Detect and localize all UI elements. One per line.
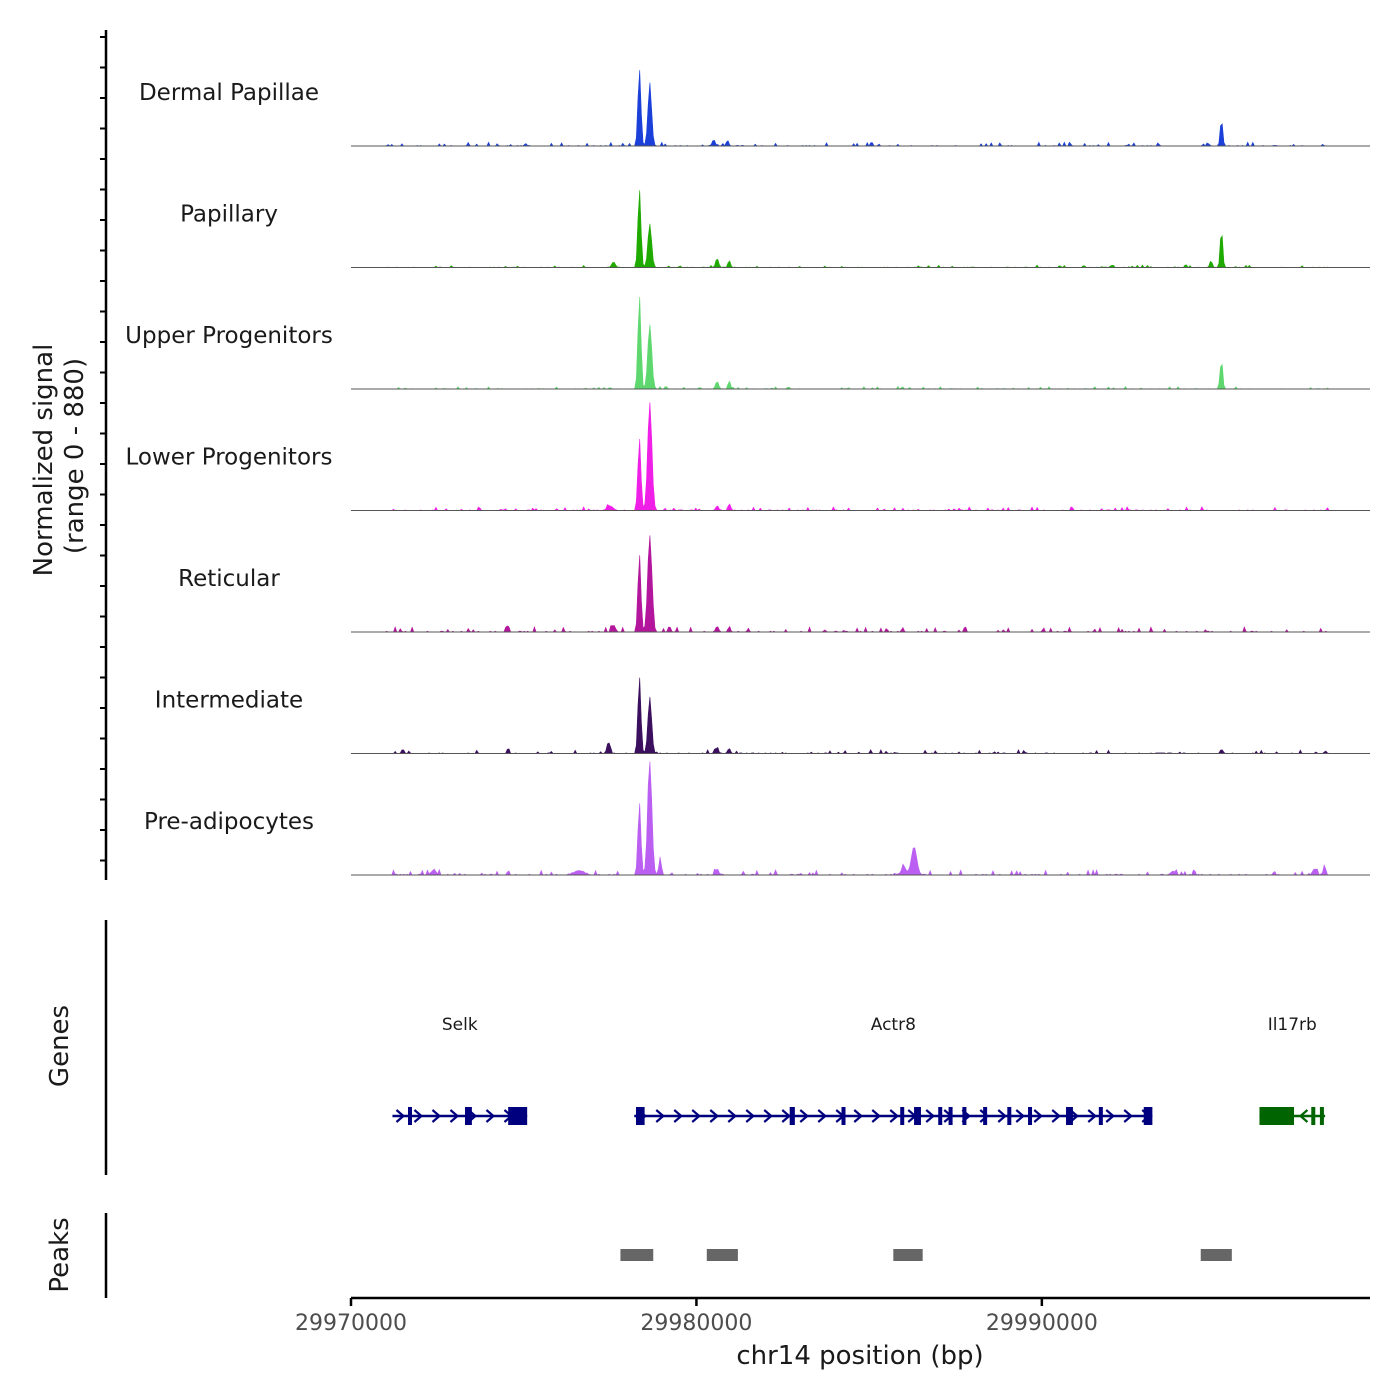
gene-exon bbox=[508, 1107, 528, 1125]
gene: Selk bbox=[392, 1015, 528, 1125]
strand-arrow bbox=[1015, 1109, 1025, 1123]
coverage-track: Dermal Papillae bbox=[139, 70, 1370, 147]
x-tick-label: 29970000 bbox=[295, 1311, 407, 1336]
gene-exon bbox=[1311, 1107, 1316, 1125]
gene-label: Il17rb bbox=[1268, 1015, 1317, 1035]
track-label: Intermediate bbox=[155, 688, 303, 714]
gene-exon bbox=[1098, 1107, 1103, 1125]
coverage-y-axis bbox=[100, 30, 108, 880]
y-axis-label-line1: Normalized signal bbox=[29, 344, 59, 577]
strand-arrow bbox=[781, 1109, 791, 1123]
coverage-area bbox=[351, 535, 1370, 633]
gene-exon bbox=[1143, 1107, 1153, 1125]
track-label: Pre-adipocytes bbox=[144, 809, 314, 835]
strand-arrow bbox=[979, 1109, 989, 1123]
coverage-track: Reticular bbox=[178, 535, 1370, 633]
coverage-area bbox=[351, 677, 1370, 754]
peak-region bbox=[1200, 1249, 1232, 1261]
gene-exon bbox=[635, 1107, 645, 1125]
peak-region bbox=[620, 1249, 654, 1261]
strand-arrow bbox=[853, 1109, 863, 1123]
coverage-tracks: Dermal Papillae Papillary Upper Progenitor… bbox=[125, 70, 1370, 876]
coverage-area bbox=[351, 761, 1370, 876]
peak-regions bbox=[620, 1249, 1232, 1261]
coverage-track: Lower Progenitors bbox=[126, 402, 1370, 511]
coverage-area bbox=[351, 190, 1370, 268]
gene-exon bbox=[789, 1107, 795, 1125]
coverage-track: Papillary bbox=[180, 190, 1370, 268]
strand-arrow bbox=[1298, 1109, 1309, 1123]
strand-arrow bbox=[799, 1109, 809, 1123]
strand-arrow bbox=[745, 1109, 755, 1123]
gene-exon bbox=[983, 1107, 988, 1125]
gene-exon bbox=[962, 1107, 967, 1125]
strand-arrow bbox=[673, 1109, 683, 1123]
gene-label: Actr8 bbox=[871, 1015, 916, 1035]
y-axis-label-line2: (range 0 - 880) bbox=[60, 358, 90, 554]
gene-exon bbox=[1259, 1107, 1295, 1125]
strand-arrow bbox=[727, 1109, 737, 1123]
strand-arrow bbox=[709, 1109, 719, 1123]
coverage-track: Intermediate bbox=[155, 677, 1370, 754]
strand-arrow bbox=[1123, 1109, 1133, 1123]
strand-arrow bbox=[871, 1109, 881, 1123]
gene: Actr8 bbox=[634, 1015, 1153, 1125]
coverage-area bbox=[351, 296, 1370, 390]
gene: Il17rb bbox=[1259, 1015, 1326, 1125]
strand-arrow bbox=[691, 1109, 701, 1123]
x-tick-label: 29990000 bbox=[986, 1311, 1098, 1336]
gene-exon bbox=[407, 1107, 412, 1125]
peaks-axis-label: Peaks bbox=[45, 1217, 75, 1292]
gene-exon bbox=[1066, 1107, 1073, 1125]
genes-axis-label: Genes bbox=[45, 1005, 75, 1087]
coverage-track: Pre-adipocytes bbox=[144, 761, 1370, 876]
x-tick-label: 29980000 bbox=[640, 1311, 752, 1336]
strand-arrow bbox=[997, 1109, 1007, 1123]
strand-arrow bbox=[485, 1109, 496, 1123]
strand-arrow bbox=[1051, 1109, 1061, 1123]
strand-arrow bbox=[1105, 1109, 1115, 1123]
strand-arrow bbox=[413, 1109, 424, 1123]
strand-arrow bbox=[817, 1109, 827, 1123]
gene-exon bbox=[948, 1107, 953, 1125]
gene-exon bbox=[464, 1107, 472, 1125]
gene-exon bbox=[914, 1107, 921, 1125]
peak-region bbox=[893, 1249, 923, 1261]
strand-arrow bbox=[1033, 1109, 1043, 1123]
gene-label: Selk bbox=[442, 1015, 478, 1035]
strand-arrow bbox=[889, 1109, 899, 1123]
track-label: Reticular bbox=[178, 566, 280, 592]
coverage-area bbox=[351, 70, 1370, 147]
strand-arrow bbox=[655, 1109, 665, 1123]
coverage-track: Upper Progenitors bbox=[125, 296, 1370, 390]
track-label: Papillary bbox=[180, 202, 278, 228]
x-axis-ticks: 29970000 29980000 29990000 bbox=[295, 1298, 1098, 1336]
gene-exon bbox=[1028, 1107, 1033, 1125]
gene-exon bbox=[1319, 1107, 1324, 1125]
strand-arrow bbox=[431, 1109, 442, 1123]
gene-annotations: Selk Actr8 Il17rb bbox=[392, 1015, 1326, 1125]
gene-exon bbox=[841, 1107, 846, 1125]
x-axis-label: chr14 position (bp) bbox=[736, 1341, 983, 1371]
strand-arrow bbox=[1087, 1109, 1097, 1123]
coverage-area bbox=[351, 402, 1370, 511]
gene-exon bbox=[1007, 1107, 1012, 1125]
gene-exon bbox=[938, 1107, 943, 1125]
strand-arrow bbox=[449, 1109, 460, 1123]
track-label: Lower Progenitors bbox=[126, 445, 333, 471]
track-label: Dermal Papillae bbox=[139, 80, 319, 106]
peak-region bbox=[706, 1249, 738, 1261]
coverage-y-axis-title: Normalized signal (range 0 - 880) bbox=[29, 344, 90, 577]
gene-exon bbox=[900, 1107, 905, 1125]
strand-arrow bbox=[763, 1109, 773, 1123]
track-label: Upper Progenitors bbox=[125, 323, 333, 349]
strand-arrow bbox=[925, 1109, 935, 1123]
strand-arrow bbox=[395, 1109, 406, 1123]
